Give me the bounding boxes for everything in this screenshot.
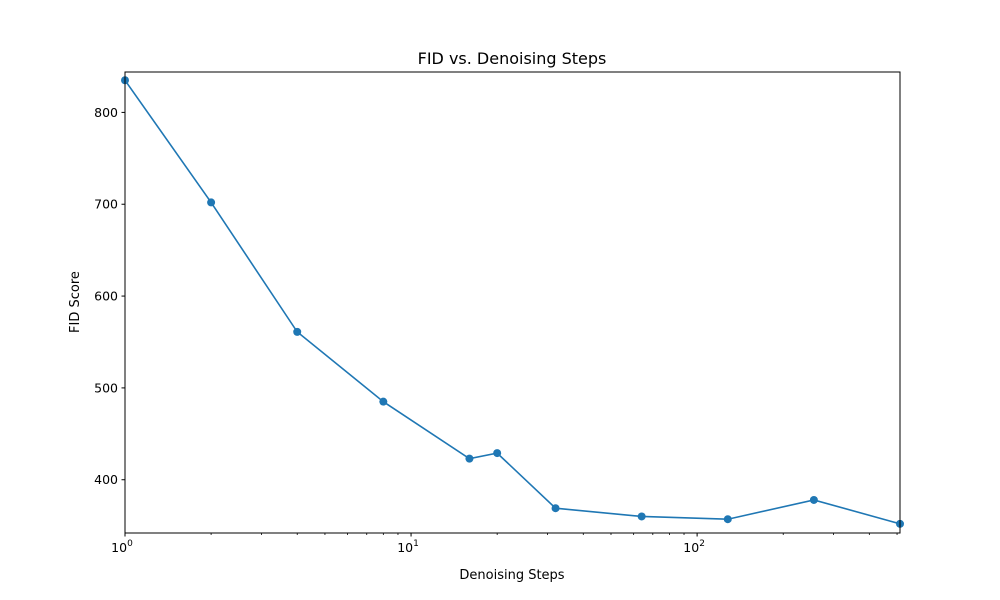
- data-point: [551, 504, 560, 513]
- y-tick-label: 600: [94, 289, 118, 304]
- x-tick-base: 10: [111, 540, 127, 555]
- data-point: [637, 512, 646, 521]
- data-point: [493, 449, 502, 458]
- chart-title: FID vs. Denoising Steps: [418, 49, 607, 68]
- data-point: [207, 198, 216, 207]
- y-axis-label: FID Score: [68, 271, 83, 333]
- data-point: [379, 397, 388, 406]
- x-tick-exponent: 1: [413, 539, 419, 549]
- x-tick-exponent: 0: [127, 539, 133, 549]
- y-tick-label: 500: [94, 380, 118, 395]
- data-point: [293, 327, 302, 336]
- data-point: [723, 515, 732, 524]
- plot-frame: [124, 71, 901, 534]
- x-axis-label: Denoising Steps: [459, 568, 564, 583]
- y-tick-label: 700: [94, 197, 118, 212]
- x-tick-label: 100: [111, 539, 133, 555]
- x-tick-exponent: 2: [699, 539, 705, 549]
- data-point: [809, 495, 818, 504]
- x-tick-label: 102: [683, 539, 705, 555]
- y-tick-label: 800: [94, 105, 118, 120]
- data-point: [465, 454, 474, 463]
- data-series: [121, 76, 904, 528]
- x-tick-base: 10: [397, 540, 413, 555]
- x-tick-label: 101: [397, 539, 419, 555]
- x-tick-base: 10: [683, 540, 699, 555]
- y-tick-label: 400: [94, 472, 118, 487]
